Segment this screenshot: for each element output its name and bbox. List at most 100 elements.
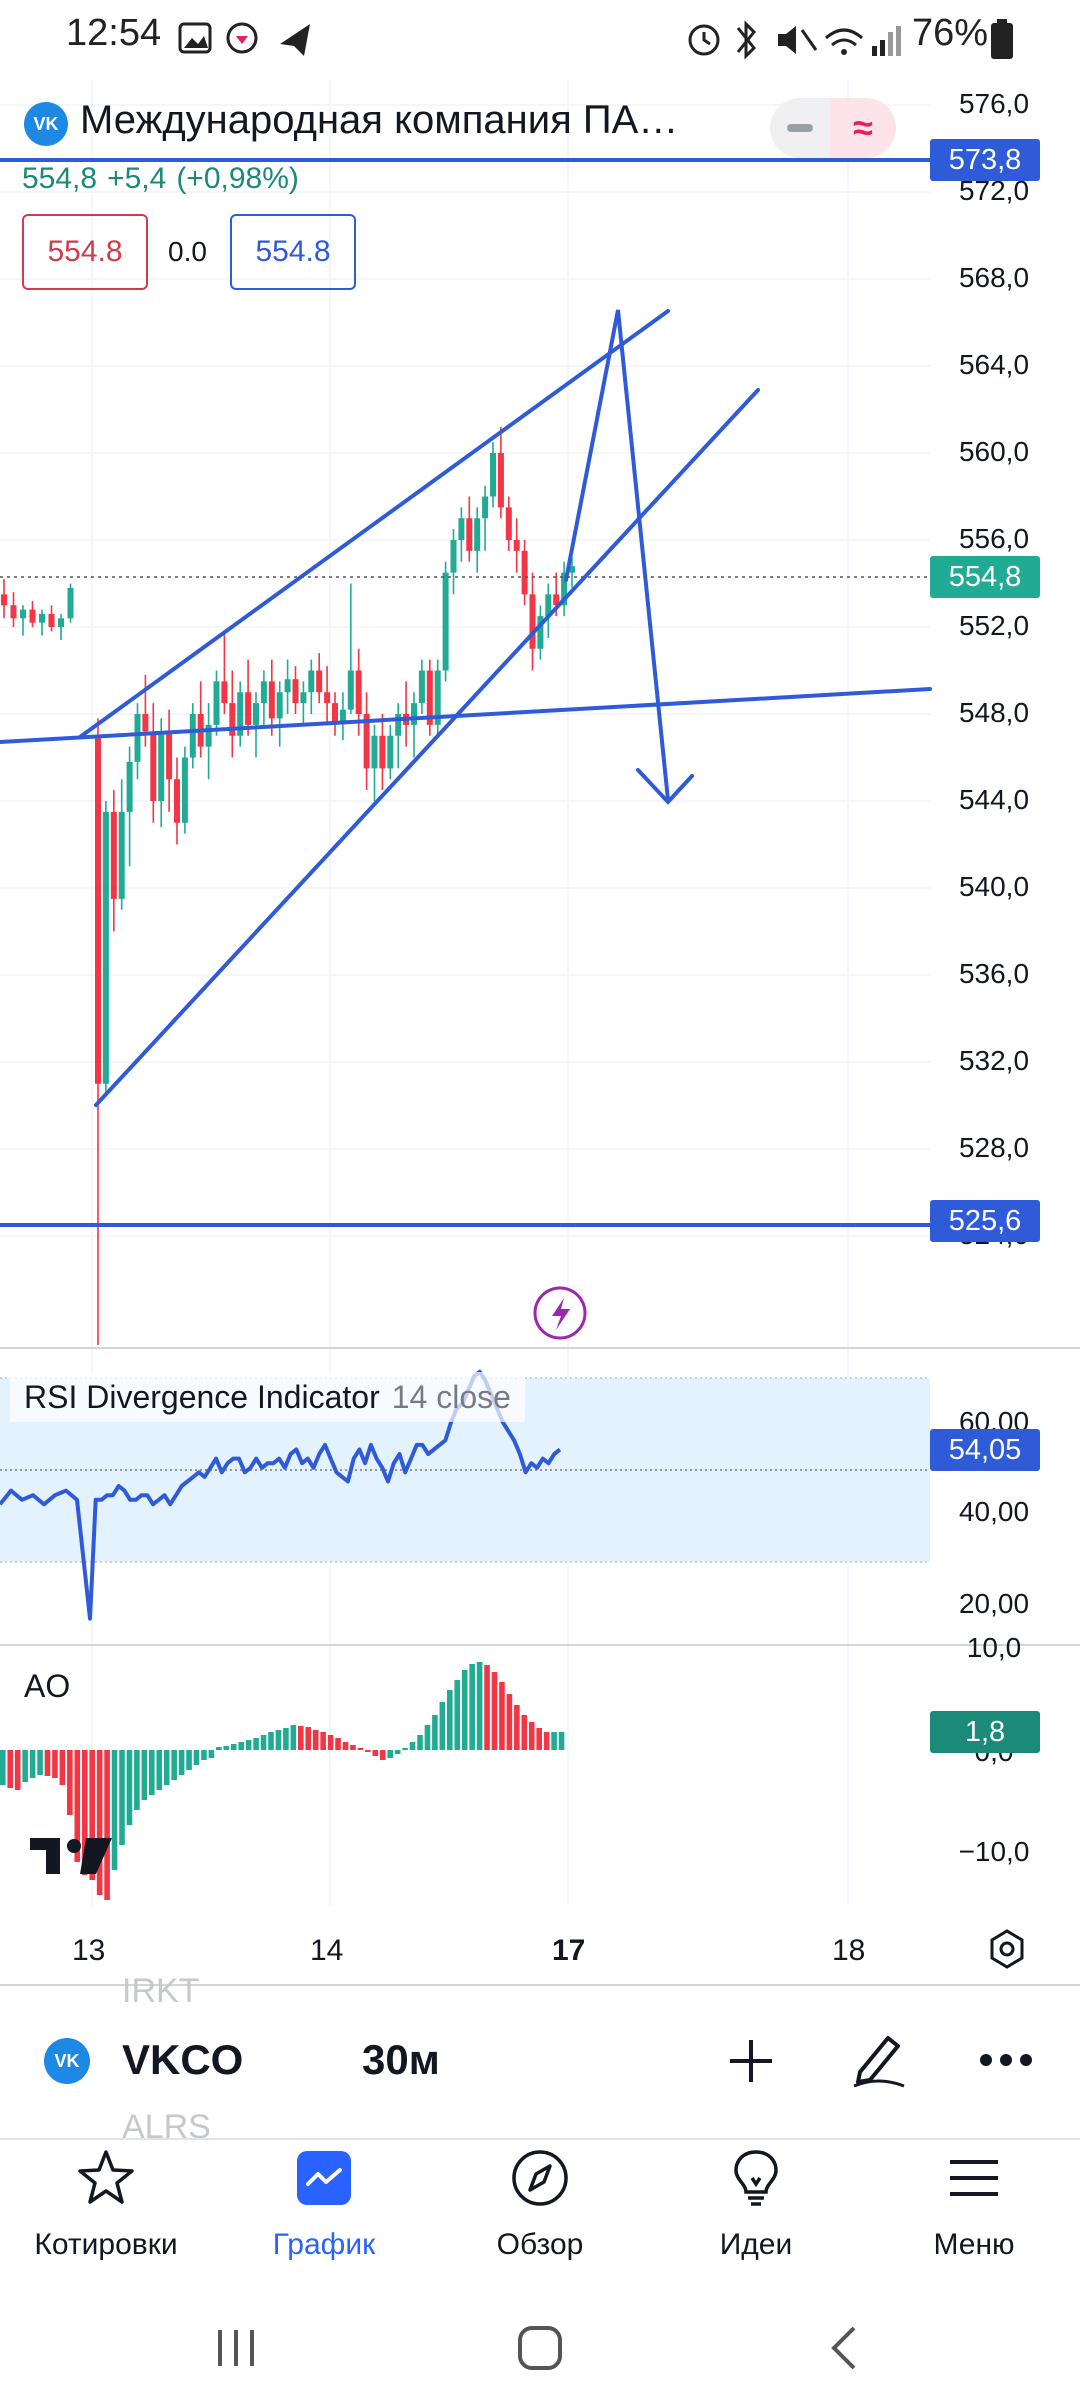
- candle-body: [268, 681, 275, 719]
- candle-body: [245, 692, 252, 725]
- candle-body: [482, 496, 489, 519]
- approx-icon[interactable]: ≈: [830, 98, 896, 158]
- ao-bar: [193, 1750, 200, 1765]
- lightning-event-icon[interactable]: [533, 1286, 587, 1340]
- nav-chart[interactable]: График: [224, 2148, 424, 2278]
- back-icon[interactable]: [826, 2324, 862, 2372]
- status-time: 12:54: [66, 12, 162, 54]
- menu-icon: [950, 2160, 998, 2196]
- ao-pane: [0, 1662, 565, 1900]
- ao-bar: [350, 1745, 356, 1750]
- ao-bar: [409, 1742, 416, 1750]
- candle-body: [67, 587, 74, 619]
- recent-apps-icon[interactable]: [214, 2326, 258, 2370]
- candle-body: [418, 670, 425, 704]
- forecast-path[interactable]: [564, 309, 670, 802]
- ao-bar: [298, 1726, 304, 1750]
- ao-bar: [432, 1715, 438, 1750]
- nav-chart-label: График: [272, 2228, 376, 2261]
- ao-bar: [290, 1725, 297, 1750]
- candle-body: [324, 692, 331, 704]
- ao-bar: [238, 1742, 244, 1750]
- ao-bar: [268, 1732, 274, 1750]
- trend-drawings: [0, 158, 932, 1227]
- interval-button[interactable]: 30м: [362, 2036, 440, 2083]
- more-icon[interactable]: [978, 2052, 1034, 2068]
- system-status-icons: [688, 20, 901, 60]
- notification-icons: [178, 22, 310, 56]
- symbol-ticker-button[interactable]: VKCO: [122, 2036, 244, 2083]
- candle-body: [150, 731, 157, 801]
- ao-bar: [119, 1750, 125, 1845]
- candle-body: [395, 714, 402, 736]
- channel-lower-line[interactable]: [94, 388, 760, 1107]
- ao-indicator-title[interactable]: AO: [24, 1668, 71, 1704]
- nav-quotes[interactable]: Котировки: [6, 2148, 206, 2278]
- time-axis-label: 13: [72, 1934, 106, 1967]
- plus-icon[interactable]: [726, 2036, 776, 2086]
- price-axis-label: 576,0: [958, 88, 1030, 119]
- ao-bar: [44, 1750, 51, 1776]
- forecast-arrowhead: [636, 768, 694, 805]
- ao-bar: [461, 1670, 468, 1750]
- ao-bar: [201, 1750, 207, 1760]
- ao-bar: [439, 1702, 446, 1750]
- candle-body: [474, 518, 481, 551]
- chart-mode-toggle[interactable]: ≈: [770, 98, 896, 158]
- candle-body: [205, 724, 212, 747]
- nav-menu[interactable]: Меню: [874, 2148, 1074, 2278]
- ao-bar: [245, 1740, 252, 1750]
- candle-body: [39, 613, 45, 623]
- candle-body: [561, 572, 568, 606]
- ao-bar: [499, 1682, 505, 1750]
- candle-body: [308, 670, 315, 693]
- price-axis-label: 536,0: [958, 958, 1030, 989]
- candle-body: [387, 735, 394, 769]
- pencil-icon[interactable]: [848, 2028, 910, 2090]
- home-icon[interactable]: [516, 2324, 564, 2372]
- price-axis-label: 552,0: [958, 610, 1030, 641]
- nav-overview[interactable]: Обзор: [440, 2148, 640, 2278]
- ao-bar: [454, 1680, 461, 1750]
- candle-body: [505, 507, 512, 540]
- ao-bar: [424, 1725, 431, 1750]
- ao-bar: [327, 1735, 334, 1750]
- price-axis-label: 544,0: [958, 784, 1030, 815]
- candle-body: [371, 735, 378, 769]
- minimize-icon[interactable]: [770, 98, 830, 158]
- nav-ideas[interactable]: Идеи: [656, 2148, 856, 2278]
- candle-body: [134, 714, 141, 762]
- candle-body: [166, 731, 173, 780]
- candle-body: [497, 453, 504, 508]
- candle-body: [379, 735, 386, 769]
- candle-body: [434, 670, 441, 725]
- rsi-indicator-title[interactable]: RSI Divergence Indicator 14 close: [10, 1372, 525, 1422]
- rsi-axis-label: 20,00: [958, 1588, 1030, 1619]
- candle-body: [10, 605, 17, 619]
- ao-bar: [275, 1730, 282, 1750]
- chart-canvas[interactable]: [0, 0, 1080, 1990]
- buy-price-button[interactable]: 554.8: [230, 214, 356, 290]
- ao-bar: [379, 1750, 386, 1760]
- ao-bar: [342, 1742, 349, 1750]
- channel-upper-line[interactable]: [78, 309, 670, 739]
- symbol-title[interactable]: Международная компания ПА…: [80, 98, 679, 142]
- ao-bar: [558, 1732, 565, 1750]
- ao-axis-label: −10,0: [958, 1836, 1030, 1867]
- chart-settings-icon[interactable]: [986, 1928, 1028, 1970]
- candle-body: [58, 618, 64, 627]
- rsi-params: 14 close: [391, 1378, 511, 1415]
- ao-bar: [29, 1750, 36, 1778]
- ao-bar: [320, 1732, 326, 1750]
- ao-bar: [521, 1715, 528, 1750]
- ao-bar: [305, 1727, 312, 1750]
- sell-price-button[interactable]: 554.8: [22, 214, 148, 290]
- ao-bar: [394, 1750, 401, 1754]
- time-axis-label: 14: [310, 1934, 344, 1967]
- support-line[interactable]: [0, 687, 932, 744]
- ao-bar: [156, 1750, 163, 1790]
- candle-body: [181, 757, 188, 823]
- current-price-tag: 554,8: [930, 556, 1040, 598]
- ao-bar: [14, 1750, 21, 1790]
- candle-body: [158, 731, 165, 801]
